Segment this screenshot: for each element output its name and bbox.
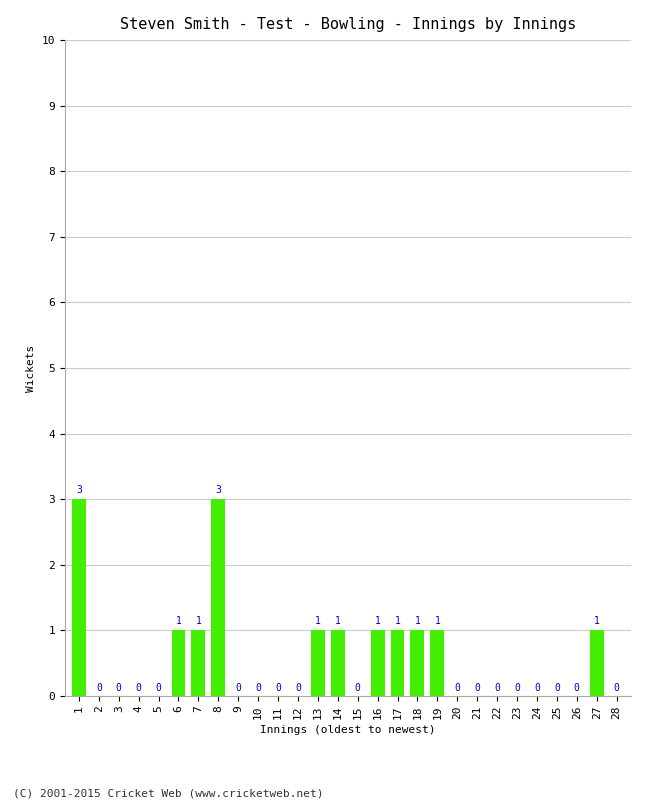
- Text: 1: 1: [196, 617, 202, 626]
- Text: 0: 0: [116, 683, 122, 694]
- Text: (C) 2001-2015 Cricket Web (www.cricketweb.net): (C) 2001-2015 Cricket Web (www.cricketwe…: [13, 788, 324, 798]
- Text: 0: 0: [255, 683, 261, 694]
- Y-axis label: Wickets: Wickets: [26, 344, 36, 392]
- Text: 0: 0: [275, 683, 281, 694]
- Text: 0: 0: [574, 683, 580, 694]
- Bar: [211, 499, 226, 696]
- Bar: [391, 630, 404, 696]
- X-axis label: Innings (oldest to newest): Innings (oldest to newest): [260, 725, 436, 734]
- Bar: [370, 630, 385, 696]
- Text: 0: 0: [494, 683, 500, 694]
- Text: 1: 1: [415, 617, 421, 626]
- Text: 3: 3: [215, 486, 221, 495]
- Bar: [410, 630, 424, 696]
- Text: 1: 1: [176, 617, 181, 626]
- Text: 0: 0: [96, 683, 102, 694]
- Text: 3: 3: [76, 486, 82, 495]
- Text: 1: 1: [315, 617, 321, 626]
- Title: Steven Smith - Test - Bowling - Innings by Innings: Steven Smith - Test - Bowling - Innings …: [120, 17, 576, 32]
- Bar: [72, 499, 86, 696]
- Text: 1: 1: [593, 617, 599, 626]
- Text: 0: 0: [614, 683, 619, 694]
- Text: 0: 0: [355, 683, 361, 694]
- Text: 1: 1: [374, 617, 380, 626]
- Bar: [172, 630, 185, 696]
- Text: 0: 0: [136, 683, 142, 694]
- Text: 0: 0: [235, 683, 241, 694]
- Text: 0: 0: [295, 683, 301, 694]
- Text: 0: 0: [155, 683, 161, 694]
- Bar: [430, 630, 445, 696]
- Text: 0: 0: [534, 683, 540, 694]
- Bar: [590, 630, 604, 696]
- Text: 0: 0: [514, 683, 520, 694]
- Text: 1: 1: [434, 617, 440, 626]
- Text: 1: 1: [335, 617, 341, 626]
- Text: 0: 0: [454, 683, 460, 694]
- Bar: [311, 630, 325, 696]
- Text: 0: 0: [474, 683, 480, 694]
- Bar: [192, 630, 205, 696]
- Bar: [331, 630, 345, 696]
- Text: 1: 1: [395, 617, 400, 626]
- Text: 0: 0: [554, 683, 560, 694]
